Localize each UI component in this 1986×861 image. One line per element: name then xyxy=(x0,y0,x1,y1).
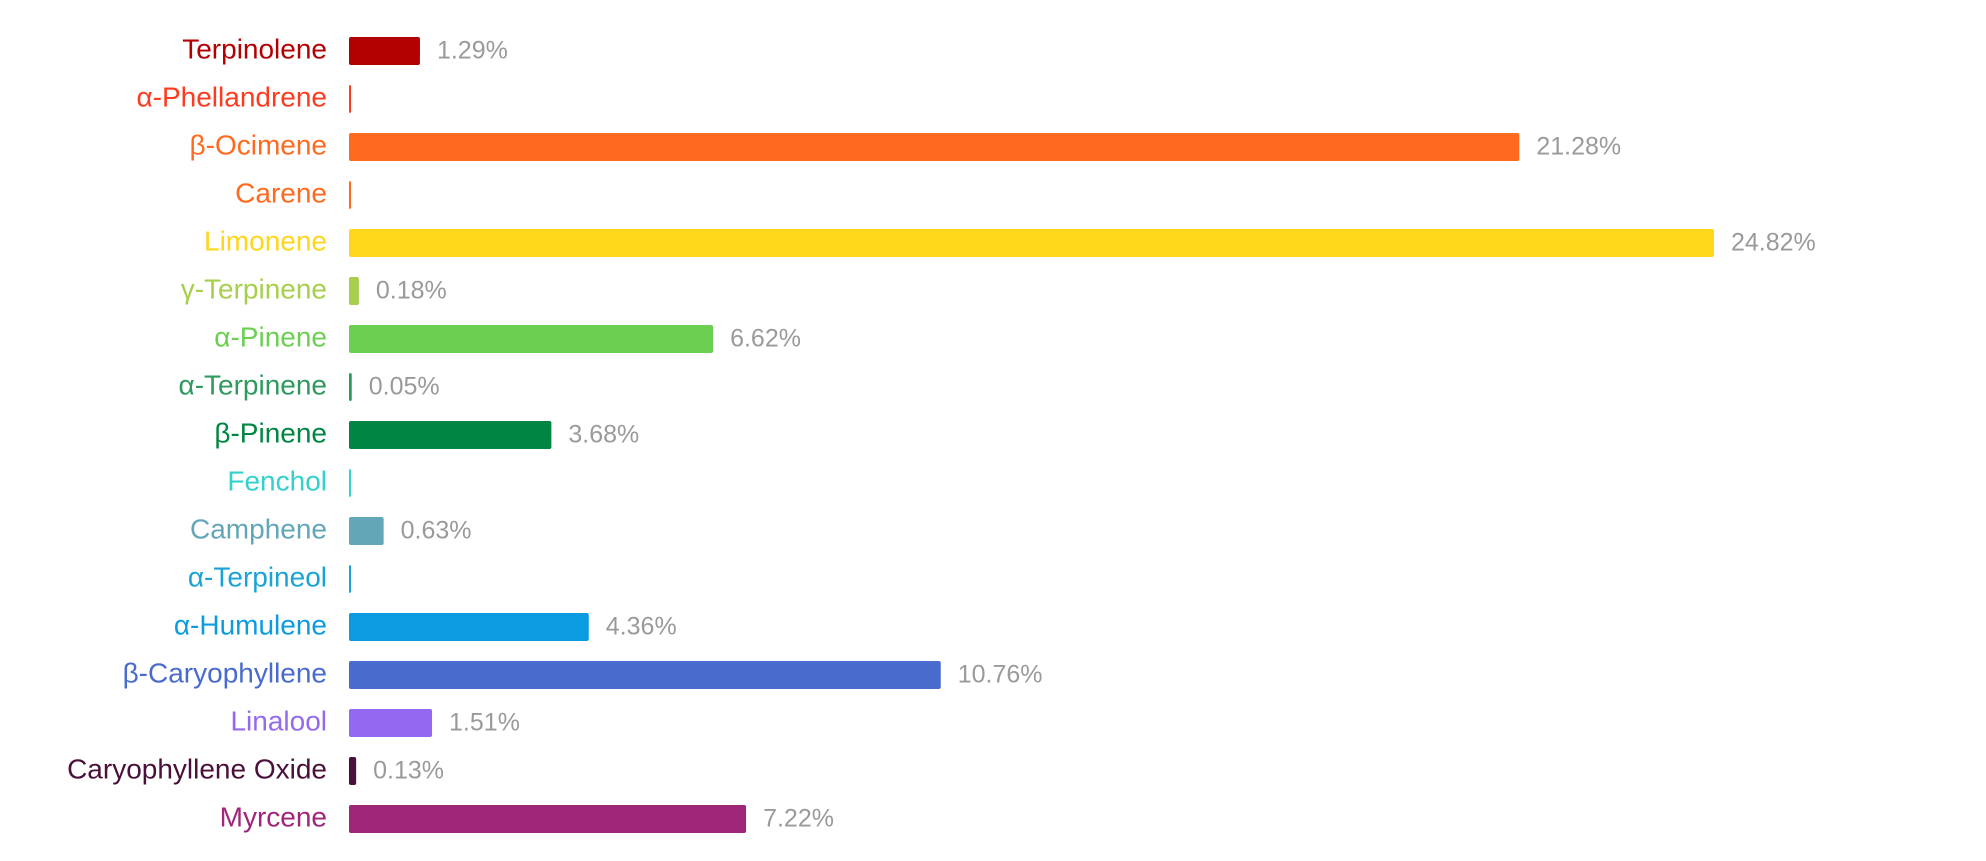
category-label: α-Humulene xyxy=(174,609,327,640)
category-label: γ-Terpinene xyxy=(181,273,327,304)
bar xyxy=(349,85,351,113)
bar xyxy=(349,613,589,641)
value-label: 1.51% xyxy=(449,709,520,737)
value-label: 0.18% xyxy=(376,277,447,305)
value-label: 3.68% xyxy=(568,421,639,449)
bar xyxy=(349,517,384,545)
value-label: 0.05% xyxy=(369,373,440,401)
category-label: Caryophyllene Oxide xyxy=(67,753,327,784)
category-label: Linalool xyxy=(230,705,327,736)
value-label: 21.28% xyxy=(1536,133,1621,161)
bar xyxy=(349,709,433,737)
value-label: 7.22% xyxy=(763,805,834,833)
category-label: α-Phellandrene xyxy=(136,81,327,112)
category-label: Limonene xyxy=(204,225,327,256)
value-label: 0.13% xyxy=(373,757,444,785)
bar xyxy=(349,181,351,209)
category-label: α-Terpineol xyxy=(188,561,327,592)
bar xyxy=(349,229,1714,257)
bar xyxy=(349,805,747,833)
bar xyxy=(349,373,352,401)
value-label: 1.29% xyxy=(437,37,508,65)
value-label: 0.63% xyxy=(401,517,472,545)
bar xyxy=(349,325,714,353)
bar xyxy=(349,133,1520,161)
bar xyxy=(349,421,552,449)
category-label: β-Ocimene xyxy=(190,129,327,160)
bar xyxy=(349,37,420,65)
category-label: Myrcene xyxy=(220,801,327,832)
category-label: Terpinolene xyxy=(182,33,327,64)
category-label: β-Caryophyllene xyxy=(123,657,327,688)
bar xyxy=(349,565,351,593)
category-label: Camphene xyxy=(190,513,327,544)
category-label: α-Terpinene xyxy=(179,369,328,400)
value-label: 6.62% xyxy=(730,325,801,353)
bar xyxy=(349,757,357,785)
value-label: 4.36% xyxy=(606,613,677,641)
value-label: 10.76% xyxy=(958,661,1043,689)
category-label: Carene xyxy=(235,177,327,208)
category-label: α-Pinene xyxy=(214,321,327,352)
category-label: β-Pinene xyxy=(214,417,327,448)
bar xyxy=(349,469,351,497)
bar xyxy=(349,277,359,305)
bar xyxy=(349,661,941,689)
category-label: Fenchol xyxy=(227,465,327,496)
value-label: 24.82% xyxy=(1731,229,1816,257)
